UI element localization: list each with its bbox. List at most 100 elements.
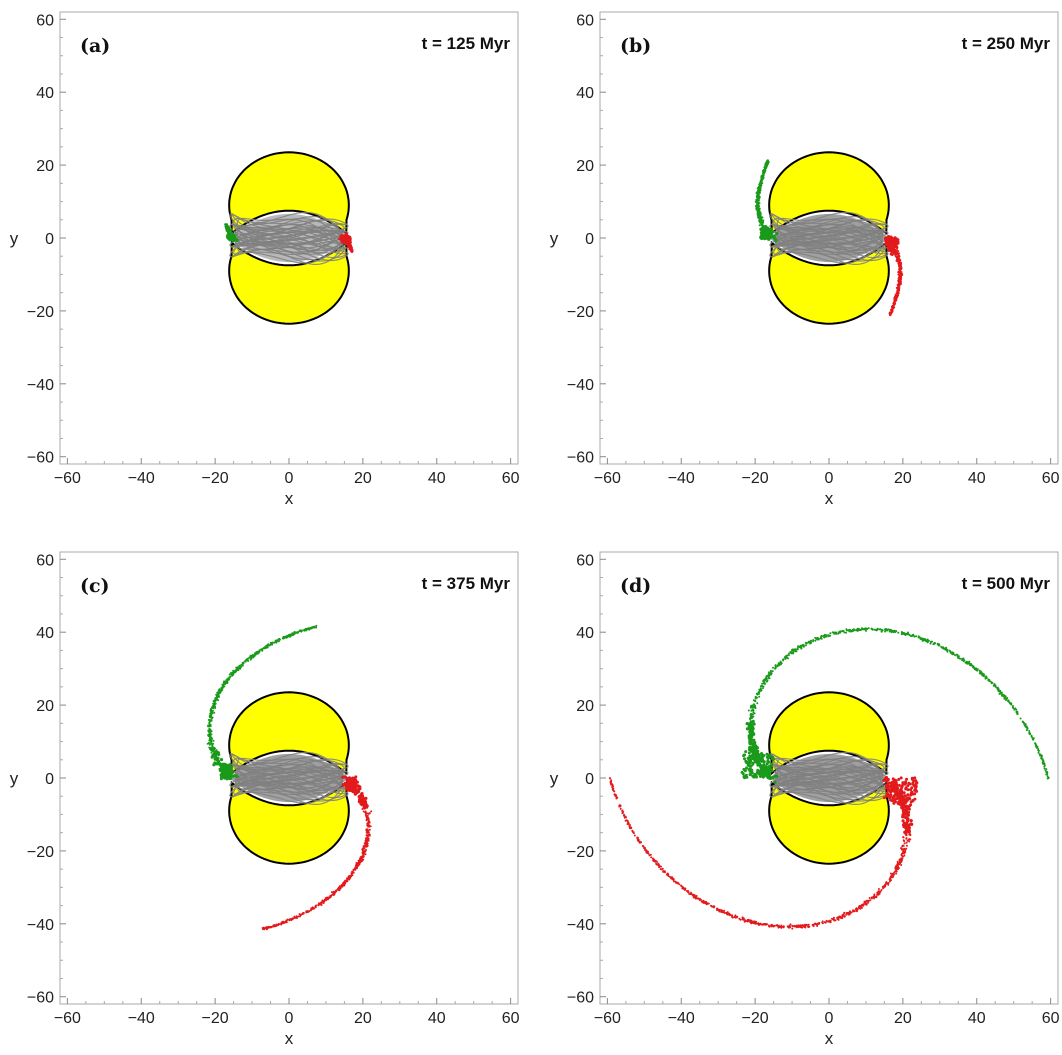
y-tick-label: 20 [576, 698, 594, 715]
arm-point [367, 833, 370, 836]
arm-point [346, 236, 350, 240]
x-tick-label: 20 [354, 1010, 372, 1027]
time-label: t = 375 Myr [422, 574, 511, 593]
core-orbits [769, 211, 889, 266]
arm-point [900, 283, 902, 285]
arm-point [909, 822, 913, 826]
arm-point [278, 923, 281, 926]
arm-point [661, 867, 664, 870]
arm-point [249, 656, 252, 659]
arm-point [775, 231, 779, 236]
arm-point [268, 644, 271, 647]
arm-point [213, 747, 216, 749]
arm-point [216, 759, 220, 763]
arm-point [755, 922, 758, 925]
arm-point [692, 896, 695, 899]
y-tick-label: 40 [576, 85, 594, 102]
arm-point [903, 812, 907, 816]
arm-point [303, 629, 306, 632]
arm-point [307, 627, 310, 630]
arm-point [348, 876, 351, 879]
arm-point [360, 802, 364, 806]
y-tick-label: −20 [27, 304, 54, 321]
arm-point [901, 844, 904, 847]
arm-point [891, 796, 895, 800]
arm-point [682, 886, 685, 889]
arm-point [298, 630, 301, 633]
arm-point [228, 234, 231, 238]
x-axis-label: x [825, 489, 834, 508]
arm-point [676, 881, 679, 884]
arm-point [885, 779, 889, 783]
arm-point [722, 910, 725, 913]
arm-point [352, 871, 355, 874]
arm-point [898, 287, 901, 290]
arm-point [898, 859, 901, 862]
arm-point [670, 877, 672, 880]
arm-point [884, 785, 888, 789]
arm-point [908, 840, 911, 843]
arm-point [968, 660, 971, 663]
arm-point [793, 925, 796, 928]
arm-point [362, 852, 364, 855]
arm-point [896, 255, 899, 258]
arm-point [898, 281, 901, 284]
upper-lobe [768, 691, 890, 776]
arm-point [761, 923, 764, 926]
arm-point [311, 906, 314, 909]
arm-point [365, 841, 368, 843]
x-tick-label: −60 [54, 1010, 81, 1027]
arm-point [742, 918, 745, 921]
arm-point [905, 796, 909, 800]
arm-point [907, 838, 910, 841]
arm-point [366, 815, 369, 817]
arm-point [228, 768, 232, 772]
arm-point [609, 777, 611, 780]
arm-point [672, 878, 675, 880]
arm-point [905, 833, 908, 836]
arm-point [366, 806, 369, 809]
arm-point [710, 904, 712, 907]
arm-point [223, 680, 226, 683]
y-tick-label: −60 [27, 450, 54, 467]
arm-point [367, 819, 370, 822]
arm-point [659, 868, 662, 871]
arm-point [900, 277, 903, 279]
arm-point [210, 733, 213, 736]
arm-point [215, 762, 219, 766]
x-tick-label: 60 [1042, 470, 1060, 487]
arm-point [236, 667, 239, 669]
arm-point [763, 167, 766, 170]
arm-point [263, 647, 266, 650]
arm-point [821, 921, 824, 924]
arm-point [897, 278, 900, 281]
arm-point [211, 745, 214, 748]
arm-point [352, 789, 356, 792]
arm-point [348, 779, 352, 783]
arm-point [896, 294, 899, 296]
arm-point [871, 896, 873, 899]
left-arm-green [740, 627, 1050, 784]
arm-point [905, 847, 908, 850]
right-arm-red [608, 776, 919, 930]
arm-point [361, 848, 364, 851]
arm-point [762, 176, 765, 179]
arm-point [644, 849, 646, 851]
arm-point [890, 875, 893, 878]
arm-point [359, 793, 363, 797]
arm-point [734, 916, 737, 918]
arm-point [622, 814, 625, 817]
y-tick-label: 40 [36, 625, 54, 642]
arm-point [813, 923, 816, 926]
arm-point [369, 825, 372, 828]
arm-point [367, 837, 370, 840]
arm-point [365, 814, 368, 817]
arm-point [350, 245, 352, 248]
arm-point [761, 225, 765, 229]
arm-point [897, 258, 900, 261]
arm-point [878, 892, 881, 895]
arm-point [746, 920, 749, 923]
arm-point [366, 836, 369, 838]
y-tick-label: 0 [585, 771, 594, 788]
arm-point [355, 863, 358, 866]
